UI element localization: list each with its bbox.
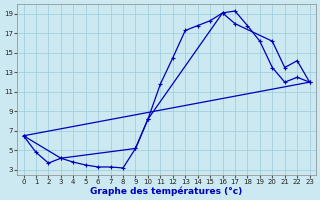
- X-axis label: Graphe des températures (°c): Graphe des températures (°c): [91, 186, 243, 196]
